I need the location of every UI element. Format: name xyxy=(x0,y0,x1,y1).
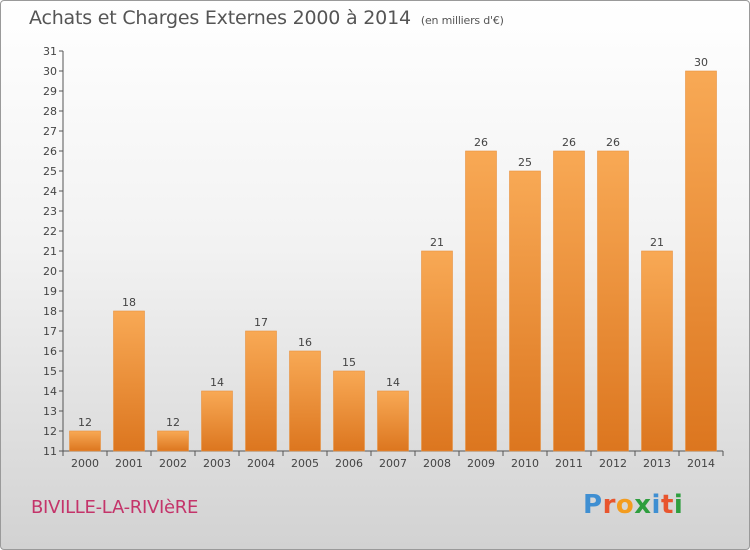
logo-letter: t xyxy=(660,490,674,520)
y-tick-label: 11 xyxy=(43,445,57,458)
y-tick-label: 22 xyxy=(43,225,57,238)
x-tick-label: 2006 xyxy=(335,457,363,470)
chart-unit-label: (en milliers d'€) xyxy=(420,14,504,27)
city-name: BIVILLE-LA-RIVIèRE xyxy=(31,497,199,518)
bar-value-label: 26 xyxy=(562,136,576,149)
y-tick-label: 21 xyxy=(43,245,57,258)
y-tick-label: 19 xyxy=(43,285,57,298)
bar-value-label: 12 xyxy=(78,416,92,429)
bar-value-label: 26 xyxy=(606,136,620,149)
bar-2008 xyxy=(421,250,453,452)
bar-2010 xyxy=(509,170,541,452)
bar-value-label: 30 xyxy=(694,56,708,69)
y-tick-label: 31 xyxy=(43,45,57,58)
chart-title: Achats et Charges Externes 2000 à 2014 (e… xyxy=(29,7,504,29)
bar-2004 xyxy=(245,330,277,452)
bar-2003 xyxy=(201,390,233,452)
bars-group: 12 18 12 14 17 16 15 14 21 26 25 26 26 21 30 xyxy=(69,56,717,452)
bar-value-label: 16 xyxy=(298,336,312,349)
y-tick-label: 25 xyxy=(43,165,57,178)
x-tick-label: 2000 xyxy=(71,457,99,470)
bar-2012 xyxy=(597,150,629,452)
bar-value-label: 14 xyxy=(210,376,224,389)
logo-letter: r xyxy=(602,490,616,520)
y-tick-label: 30 xyxy=(43,65,57,78)
y-axis: 11 12 13 14 15 16 17 18 19 20 21 22 23 24 25 26 27 28 29 30… xyxy=(43,45,64,458)
bar-2013 xyxy=(641,250,673,452)
x-tick-label: 2013 xyxy=(643,457,671,470)
bar-2011 xyxy=(553,150,585,452)
bar-value-label: 12 xyxy=(166,416,180,429)
y-tick-label: 18 xyxy=(43,305,57,318)
x-tick-label: 2008 xyxy=(423,457,451,470)
bar-2014 xyxy=(685,70,717,452)
bar-value-label: 18 xyxy=(122,296,136,309)
x-axis: 2000 2001 2002 2003 2004 2005 2006 2007 2008 2009… xyxy=(62,450,724,470)
x-tick-label: 2004 xyxy=(247,457,275,470)
y-tick-label: 12 xyxy=(43,425,57,438)
bar-2002 xyxy=(157,430,189,452)
logo-letter: x xyxy=(634,490,652,520)
x-tick-label: 2002 xyxy=(159,457,187,470)
x-tick-label: 2001 xyxy=(115,457,143,470)
bar-value-label: 17 xyxy=(254,316,268,329)
x-tick-label: 2014 xyxy=(687,457,715,470)
bar-2007 xyxy=(377,390,409,452)
y-tick-label: 24 xyxy=(43,185,57,198)
y-tick-label: 17 xyxy=(43,325,57,338)
bar-value-label: 21 xyxy=(430,236,444,249)
x-tick-label: 2011 xyxy=(555,457,583,470)
proxiti-logo: Proxiti xyxy=(583,490,683,520)
x-tick-label: 2003 xyxy=(203,457,231,470)
bar-value-label: 26 xyxy=(474,136,488,149)
logo-letter: i xyxy=(673,490,684,520)
bar-2001 xyxy=(113,310,145,452)
bar-value-label: 14 xyxy=(386,376,400,389)
bar-2006 xyxy=(333,370,365,452)
y-tick-label: 27 xyxy=(43,125,57,138)
logo-letter: i xyxy=(651,490,661,520)
x-tick-label: 2005 xyxy=(291,457,319,470)
x-tick-label: 2010 xyxy=(511,457,539,470)
chart-title-text: Achats et Charges Externes 2000 à 2014 xyxy=(29,7,411,29)
y-tick-label: 28 xyxy=(43,105,57,118)
y-tick-label: 14 xyxy=(43,385,57,398)
x-tick-label: 2012 xyxy=(599,457,627,470)
y-tick-label: 15 xyxy=(43,365,57,378)
logo-letter: P xyxy=(583,490,603,520)
x-tick-label: 2007 xyxy=(379,457,407,470)
y-tick-label: 16 xyxy=(43,345,57,358)
y-tick-label: 13 xyxy=(43,405,57,418)
logo-letter: o xyxy=(615,490,635,520)
y-tick-label: 29 xyxy=(43,85,57,98)
y-tick-label: 23 xyxy=(43,205,57,218)
y-tick-label: 26 xyxy=(43,145,57,158)
bar-2005 xyxy=(289,350,321,452)
bar-value-label: 25 xyxy=(518,156,532,169)
bar-value-label: 21 xyxy=(650,236,664,249)
bar-2000 xyxy=(69,430,101,452)
bar-2009 xyxy=(465,150,497,452)
bar-value-label: 15 xyxy=(342,356,356,369)
x-tick-label: 2009 xyxy=(467,457,495,470)
y-tick-label: 20 xyxy=(43,265,57,278)
